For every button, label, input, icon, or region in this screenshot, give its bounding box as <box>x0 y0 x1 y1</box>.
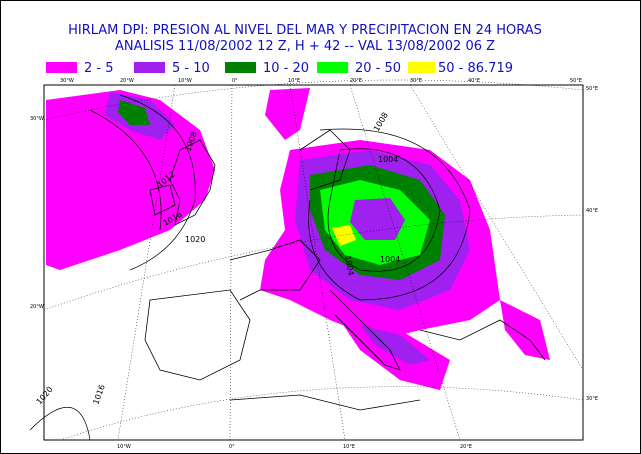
isobar-label: 1004 <box>380 255 400 264</box>
graticule <box>43 79 584 441</box>
coastlines <box>144 129 546 411</box>
coast <box>229 239 321 301</box>
graticule-label: 20°E <box>460 444 472 450</box>
graticule-label: 0° <box>232 78 238 84</box>
graticule-label: 0° <box>229 444 235 450</box>
graticule-label: 50°E <box>570 78 582 84</box>
legend-swatch <box>46 62 77 73</box>
meridian <box>349 84 461 441</box>
legend: 2 - 5 5 - 10 10 - 20 20 - 50 50 - 86.719 <box>46 61 513 76</box>
legend-label: 2 - 5 <box>84 61 114 76</box>
precip-area <box>265 88 310 140</box>
isobar <box>308 128 471 301</box>
title-line-1: HIRLAM DPI: PRESION AL NIVEL DEL MAR Y P… <box>68 23 542 38</box>
legend-label: 5 - 10 <box>172 61 210 76</box>
graticule-label: 20°W <box>30 304 44 310</box>
coast <box>329 289 401 371</box>
legend-swatch <box>408 62 435 73</box>
coast <box>169 139 216 226</box>
isobars <box>29 94 471 441</box>
graticule-label: 10°E <box>343 444 355 450</box>
isobar <box>119 94 196 271</box>
graticule-label: 40°E <box>468 78 480 84</box>
coast <box>299 129 351 191</box>
precip-area <box>350 198 405 240</box>
coast <box>144 289 251 381</box>
graticule-label: 20°E <box>350 78 362 84</box>
precipitation <box>46 88 550 390</box>
meridian <box>229 84 233 441</box>
coast <box>419 319 546 361</box>
legend-label: 10 - 20 <box>263 61 309 76</box>
graticule-label: 30°E <box>410 78 422 84</box>
legend-label: 20 - 50 <box>355 61 401 76</box>
legend-swatch <box>317 62 348 73</box>
graticule-label: 10°W <box>117 444 131 450</box>
precip-area <box>360 325 430 365</box>
legend-swatch <box>134 62 165 73</box>
coast <box>229 394 421 411</box>
isobar <box>29 406 91 441</box>
graticule-label: 30°E <box>586 396 598 402</box>
graticule-label: 40°E <box>586 208 598 214</box>
graticule-label: 10°E <box>288 78 300 84</box>
isobar <box>327 148 441 272</box>
graticule-label: 30°W <box>30 116 44 122</box>
legend-swatch <box>225 62 256 73</box>
isobar-label: 1004 <box>343 255 355 277</box>
precip-area <box>46 90 215 270</box>
graticule-label: 10°W <box>178 78 192 84</box>
isobar <box>89 109 162 231</box>
legend-label: 50 - 86.719 <box>438 61 513 76</box>
precip-area <box>500 300 550 360</box>
precip-area <box>118 100 150 125</box>
graticule-label: 50°E <box>586 86 598 92</box>
graticule-label: 30°W <box>60 78 74 84</box>
graticule-label: 20°W <box>120 78 134 84</box>
title-line-2: ANALISIS 11/08/2002 12 Z, H + 42 -- VAL … <box>115 39 495 54</box>
isobar-label: 1020 <box>185 235 205 244</box>
parallel <box>43 214 584 311</box>
coast <box>149 184 176 216</box>
isobar-label: 1004 <box>378 155 398 164</box>
precip-area <box>332 225 356 246</box>
